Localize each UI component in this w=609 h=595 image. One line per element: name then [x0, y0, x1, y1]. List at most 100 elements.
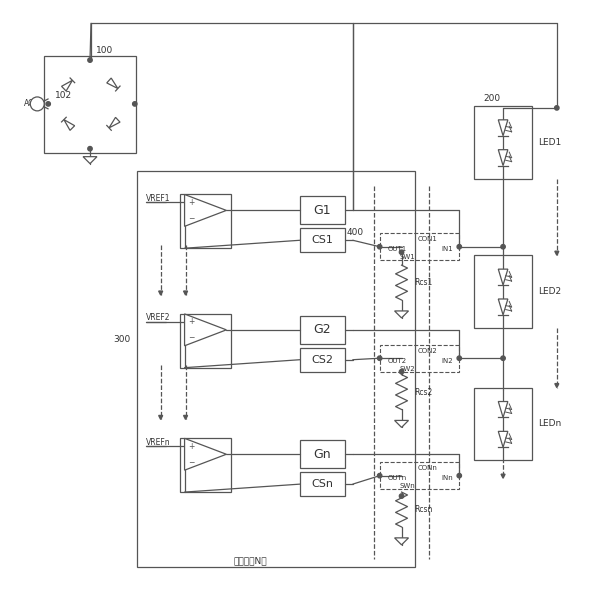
Polygon shape	[62, 80, 72, 91]
Polygon shape	[159, 415, 163, 419]
Bar	[44, 56, 136, 153]
Text: IN2: IN2	[442, 358, 453, 364]
Text: −: −	[188, 458, 195, 466]
Text: +: +	[188, 317, 195, 327]
Text: IN1: IN1	[442, 246, 453, 252]
Text: VREF1: VREF1	[146, 194, 171, 203]
Text: G2: G2	[314, 323, 331, 336]
Circle shape	[46, 102, 51, 106]
Text: 200: 200	[483, 95, 500, 104]
Text: Gn: Gn	[314, 448, 331, 461]
Polygon shape	[498, 402, 508, 418]
Text: LEDn: LEDn	[538, 419, 561, 428]
Text: OUT2: OUT2	[387, 358, 407, 364]
Circle shape	[501, 245, 505, 249]
Bar	[379, 233, 459, 260]
Polygon shape	[185, 439, 227, 470]
Polygon shape	[395, 421, 409, 427]
Circle shape	[457, 245, 462, 249]
Text: 可扩展至N路: 可扩展至N路	[233, 556, 267, 565]
Circle shape	[400, 369, 404, 374]
Text: G1: G1	[314, 204, 331, 217]
Text: OP1: OP1	[192, 208, 206, 214]
Polygon shape	[498, 431, 508, 447]
Circle shape	[88, 58, 92, 62]
Circle shape	[400, 494, 404, 498]
Bar	[300, 472, 345, 496]
Text: 102: 102	[55, 92, 72, 101]
Circle shape	[88, 146, 92, 151]
Bar	[474, 106, 532, 178]
Bar	[180, 439, 231, 492]
Polygon shape	[159, 291, 163, 295]
Text: −: −	[188, 333, 195, 342]
Text: CS1: CS1	[311, 235, 333, 245]
Text: VREF2: VREF2	[146, 314, 171, 322]
Polygon shape	[498, 299, 508, 315]
Text: INn: INn	[442, 475, 453, 481]
Text: CON1: CON1	[418, 236, 437, 242]
Text: −: −	[188, 214, 195, 223]
Text: 100: 100	[96, 46, 113, 55]
Polygon shape	[395, 311, 409, 318]
Bar	[379, 462, 459, 489]
Text: Rcs1: Rcs1	[415, 278, 433, 287]
Bar	[180, 195, 231, 248]
Polygon shape	[555, 384, 559, 387]
Text: +: +	[188, 442, 195, 451]
Circle shape	[30, 97, 44, 111]
Polygon shape	[498, 120, 508, 136]
Text: CON2: CON2	[418, 347, 437, 354]
Text: CS2: CS2	[311, 355, 333, 365]
Text: CSn: CSn	[311, 479, 333, 489]
Text: VREFn: VREFn	[146, 438, 171, 447]
Bar	[474, 255, 532, 328]
Text: LED2: LED2	[538, 287, 561, 296]
Text: ~: ~	[33, 99, 42, 109]
Polygon shape	[83, 156, 97, 164]
Bar	[300, 196, 345, 224]
Text: Rcs2: Rcs2	[415, 387, 433, 396]
Bar	[379, 345, 459, 372]
Text: +: +	[188, 198, 195, 207]
Polygon shape	[109, 117, 120, 128]
Text: 400: 400	[347, 228, 364, 237]
Circle shape	[555, 106, 559, 110]
Bar	[300, 347, 345, 372]
Text: OUT1: OUT1	[387, 246, 407, 252]
Bar	[300, 228, 345, 252]
Text: CONn: CONn	[418, 465, 437, 471]
Circle shape	[378, 474, 382, 478]
Circle shape	[457, 474, 462, 478]
Polygon shape	[183, 291, 188, 295]
Circle shape	[378, 356, 382, 361]
Text: AC: AC	[24, 99, 35, 108]
Text: OP2: OP2	[192, 327, 206, 333]
Bar	[137, 171, 415, 566]
Polygon shape	[185, 195, 227, 226]
Text: OUTn: OUTn	[387, 475, 407, 481]
Polygon shape	[395, 538, 409, 545]
Polygon shape	[183, 415, 188, 419]
Bar	[180, 314, 231, 368]
Polygon shape	[498, 269, 508, 285]
Text: SWn: SWn	[400, 483, 415, 489]
Bar	[300, 316, 345, 344]
Bar	[300, 440, 345, 468]
Circle shape	[501, 356, 505, 361]
Text: Rcsn: Rcsn	[415, 505, 433, 514]
Polygon shape	[555, 251, 559, 255]
Text: SW2: SW2	[400, 366, 415, 372]
Text: LED1: LED1	[538, 137, 561, 147]
Polygon shape	[107, 78, 118, 89]
Circle shape	[400, 250, 404, 255]
Circle shape	[457, 356, 462, 361]
Polygon shape	[498, 150, 508, 165]
Polygon shape	[64, 120, 75, 130]
Text: 300: 300	[113, 336, 131, 345]
Polygon shape	[501, 474, 505, 478]
Bar	[474, 387, 532, 461]
Text: SW1: SW1	[400, 254, 415, 260]
Polygon shape	[185, 314, 227, 346]
Text: OPn: OPn	[192, 451, 206, 458]
